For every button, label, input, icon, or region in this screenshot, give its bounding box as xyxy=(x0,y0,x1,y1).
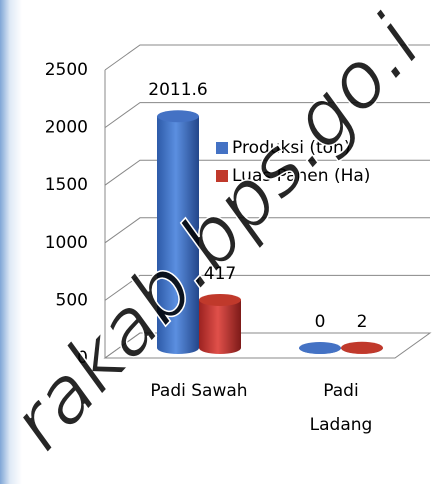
y-tick-label: 0 xyxy=(77,348,88,368)
grid-line xyxy=(104,102,430,129)
legend-label: Produksi (ton) xyxy=(232,138,350,158)
data-label: 2 xyxy=(356,311,368,332)
grid-line xyxy=(104,159,430,186)
legend-label: Luas Panen (Ha) xyxy=(232,166,370,186)
bar-body xyxy=(199,299,241,354)
bar-body xyxy=(157,116,199,355)
grid-line xyxy=(104,274,430,301)
data-label: 0 xyxy=(314,312,326,332)
y-tick-label: 2000 xyxy=(45,118,88,138)
y-tick-label: 1000 xyxy=(45,233,88,253)
grid-line xyxy=(104,217,430,244)
data-label: 2011.6 xyxy=(148,80,208,101)
bar-top xyxy=(157,110,199,123)
bar-top xyxy=(299,342,341,354)
y-tick-label: 2500 xyxy=(45,60,88,80)
data-label: 417 xyxy=(203,263,237,284)
x-tick-label: Padi Ladang xyxy=(309,381,373,435)
bar xyxy=(199,293,241,354)
grid-line xyxy=(104,332,430,359)
bar xyxy=(341,341,383,354)
legend-swatch xyxy=(216,170,228,182)
bar xyxy=(157,110,199,355)
bar xyxy=(299,342,341,354)
y-tick-label: 1500 xyxy=(45,175,88,195)
x-tick-label: Padi Sawah xyxy=(150,381,248,401)
bar-top xyxy=(341,341,383,354)
bar-top xyxy=(199,293,241,306)
y-tick-label: 500 xyxy=(56,290,88,310)
legend-swatch xyxy=(216,142,228,154)
grid-line xyxy=(104,44,430,71)
